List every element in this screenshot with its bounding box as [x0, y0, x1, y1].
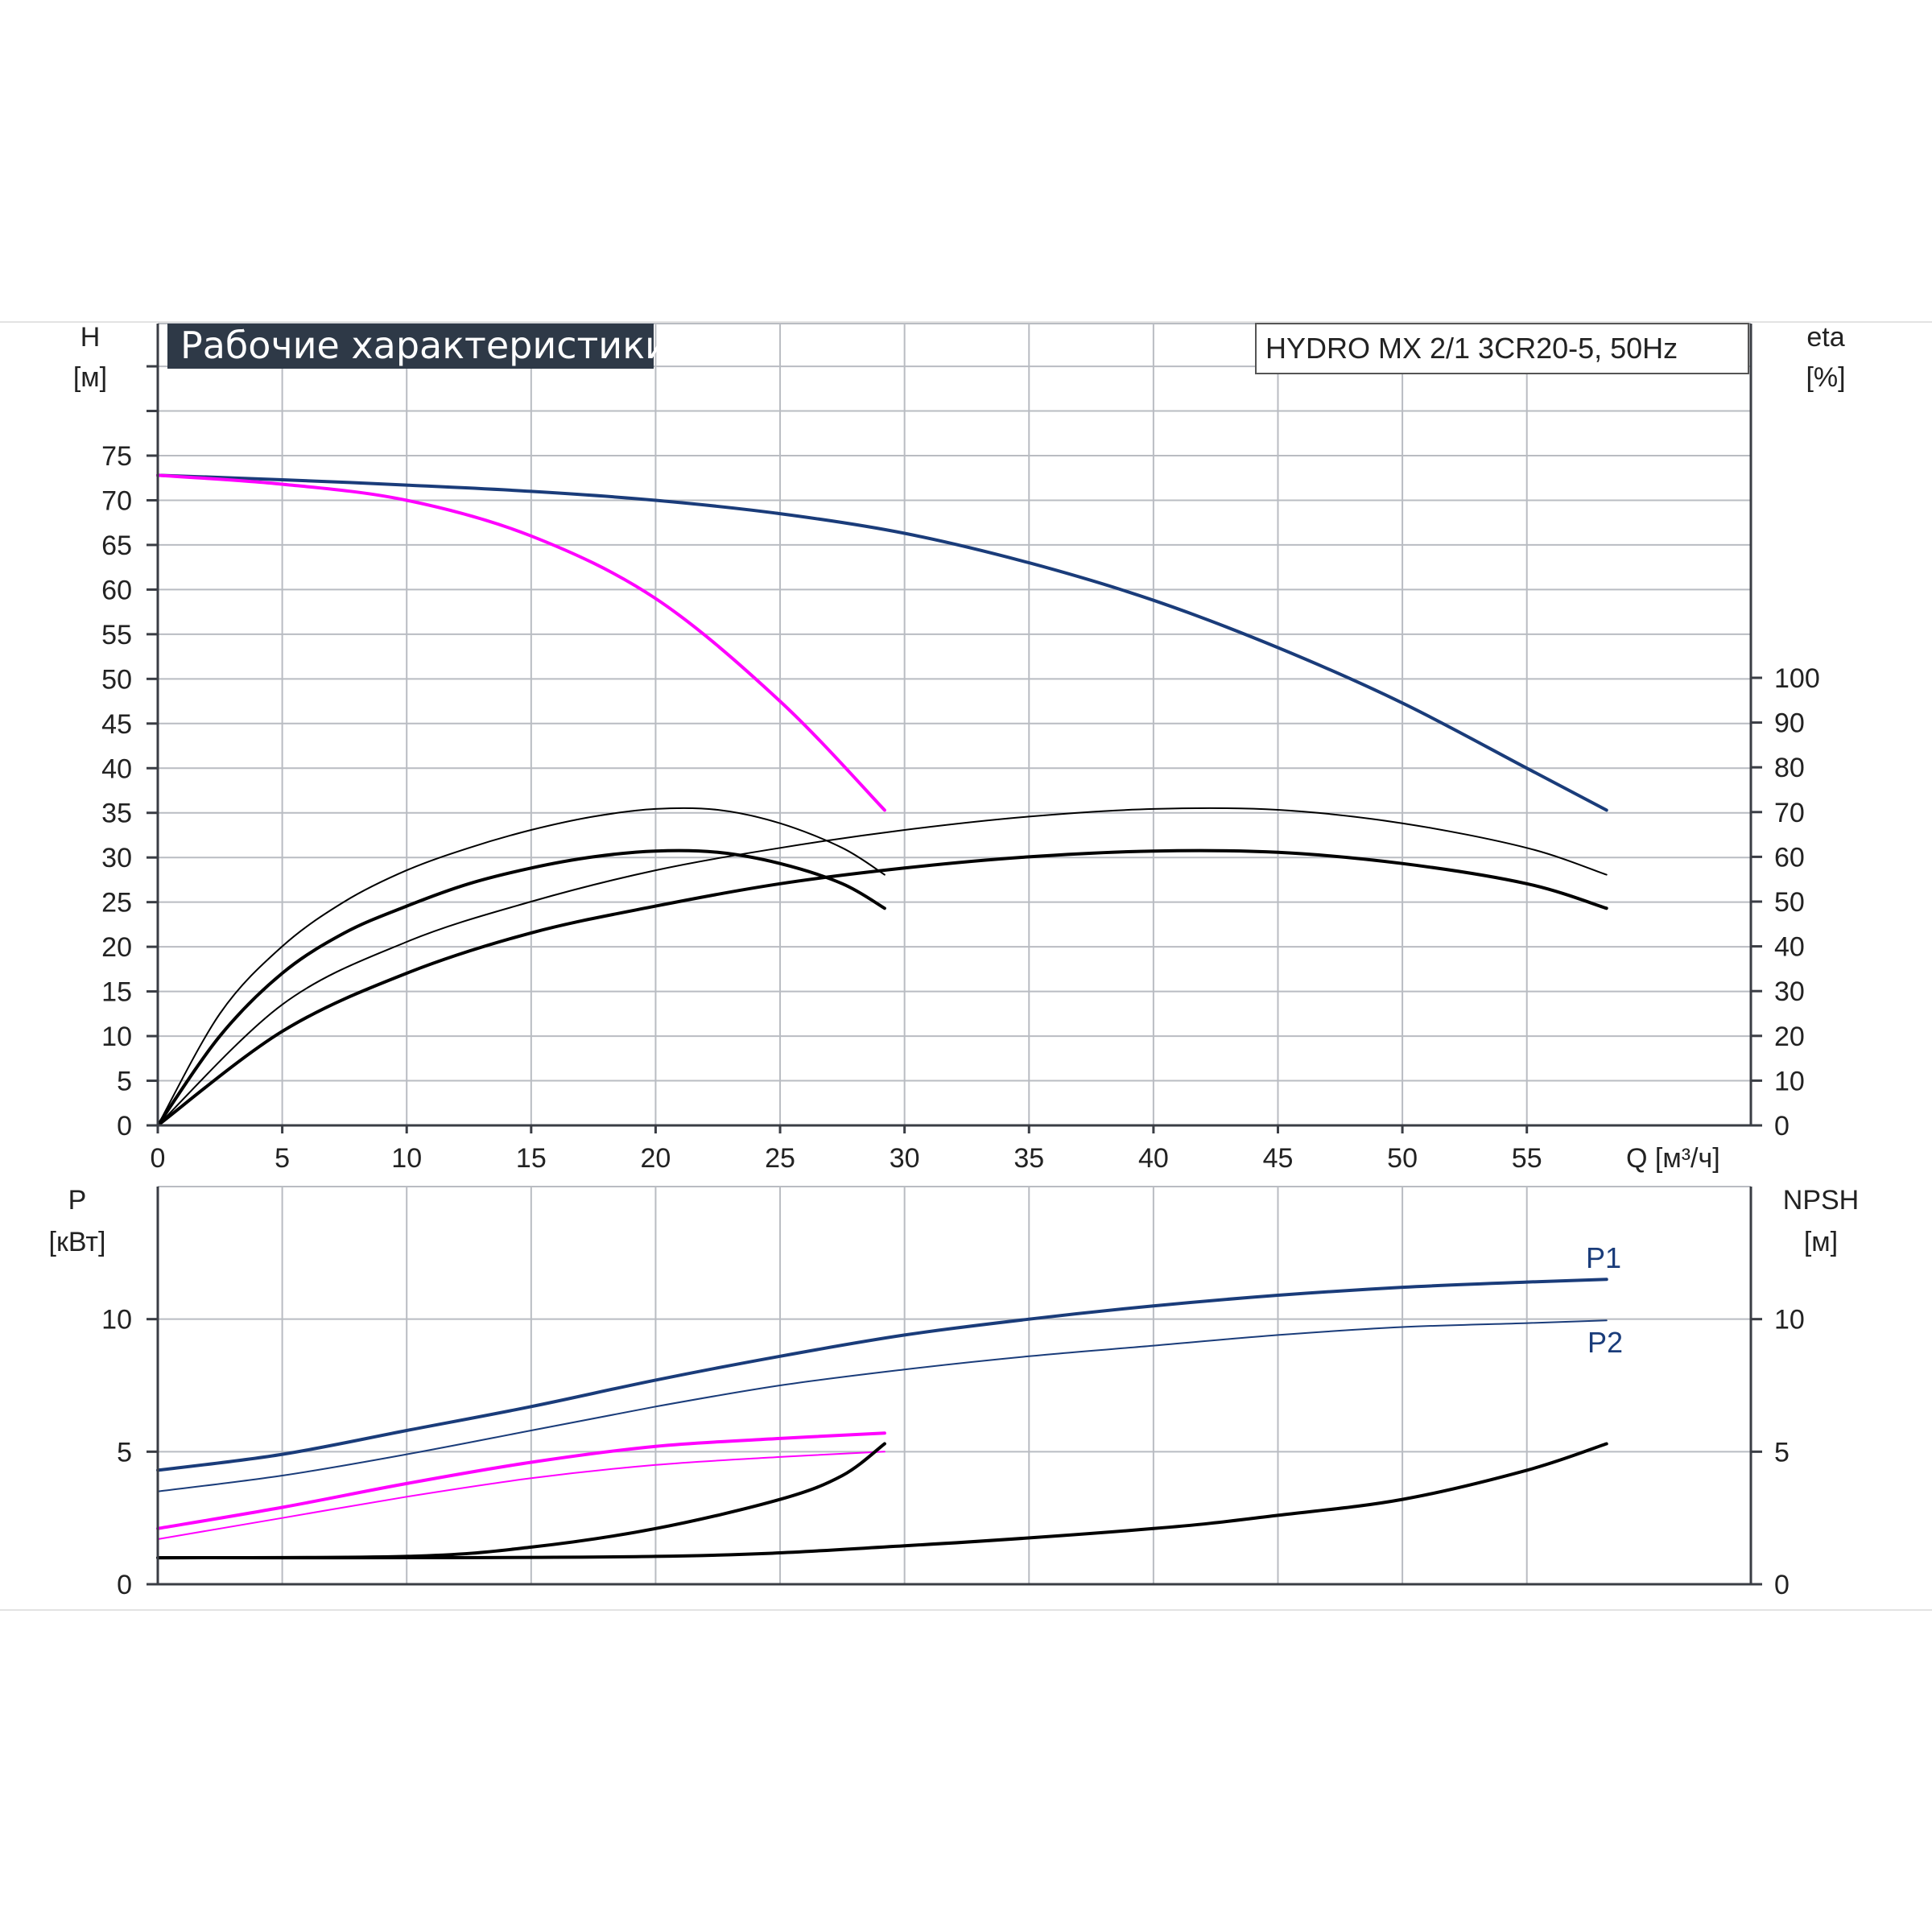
bottom-right-axis-label-unit: [м]	[1804, 1227, 1838, 1257]
x-tick-label: 0	[151, 1143, 166, 1174]
x-tick-label: 10	[391, 1143, 422, 1174]
top-right-tick-label: 0	[1774, 1111, 1790, 1141]
x-tick-label: 50	[1387, 1143, 1418, 1174]
bottom-series-line-3	[157, 1451, 886, 1540]
bottom-right-tick-label: 0	[1774, 1570, 1790, 1600]
x-tick-label: 55	[1512, 1143, 1542, 1174]
series-label-p1: P1	[1586, 1241, 1621, 1274]
top-right-tick-label: 20	[1774, 1022, 1805, 1052]
bottom-right-axis-label-name: NPSH	[1783, 1185, 1859, 1216]
top-right-tick-label: 80	[1774, 753, 1805, 783]
top-right-tick-label: 60	[1774, 842, 1805, 873]
bottom-series-line-5	[156, 1442, 1608, 1560]
x-tick-label: 15	[516, 1143, 547, 1174]
top-left-tick-label: 15	[101, 977, 132, 1008]
top-right-tick-label: 70	[1774, 798, 1805, 828]
top-left-tick-label: 60	[101, 575, 132, 605]
bottom-series-line-0	[156, 1278, 1608, 1472]
x-axis-label: Q [м³/ч]	[1626, 1143, 1720, 1174]
series-label-p2: P2	[1587, 1326, 1623, 1359]
x-tick-label: 45	[1263, 1143, 1294, 1174]
top-left-tick-label: 65	[101, 530, 132, 561]
top-left-tick-label: 40	[101, 753, 132, 784]
top-left-tick-label: 35	[101, 799, 132, 829]
model-box	[1255, 323, 1749, 374]
x-tick-label: 20	[641, 1143, 671, 1174]
top-series-line-4	[157, 807, 1608, 1126]
top-left-tick-label: 5	[117, 1067, 132, 1097]
chart-title-box	[167, 324, 654, 369]
top-left-tick-label: 0	[117, 1111, 132, 1141]
x-tick-label: 30	[890, 1143, 920, 1174]
top-right-tick-label: 100	[1774, 663, 1820, 694]
top-left-tick-label: 50	[101, 664, 132, 695]
top-left-tick-label: 45	[101, 709, 132, 740]
bottom-left-axis-label-unit: [кВт]	[49, 1227, 106, 1257]
top-right-tick-label: 10	[1774, 1066, 1805, 1096]
bottom-series-line-2	[156, 1431, 886, 1530]
x-tick-label: 40	[1138, 1143, 1169, 1174]
top-series-line-3	[156, 848, 886, 1127]
top-left-tick-label: 20	[101, 932, 132, 963]
series-layer	[156, 473, 1608, 1560]
top-right-axis-label-name: eta	[1806, 322, 1844, 353]
bottom-left-tick-label: 10	[101, 1305, 132, 1335]
x-tick-label: 35	[1013, 1143, 1044, 1174]
top-left-axis-label-name: H	[80, 322, 101, 353]
top-left-tick-label: 25	[101, 888, 132, 919]
top-right-tick-label: 30	[1774, 976, 1805, 1007]
grid-layer	[0, 321, 1932, 1611]
top-series-line-5	[156, 848, 1608, 1127]
chart-title: Рабочие характеристики	[180, 324, 669, 367]
top-left-tick-label: 10	[101, 1022, 132, 1052]
bottom-series-line-4	[156, 1442, 886, 1560]
text-layer: 0510152025303540455055606570750102030405…	[49, 322, 1860, 1600]
axis-layer	[147, 324, 1762, 1586]
model-label: HYDRO MX 2/1 3CR20-5, 50Hz	[1265, 332, 1678, 365]
bottom-left-tick-label: 0	[117, 1570, 132, 1600]
top-series-line-0	[156, 473, 1608, 812]
bottom-series-line-1	[157, 1319, 1608, 1492]
top-right-tick-label: 50	[1774, 887, 1805, 918]
top-left-tick-label: 70	[101, 485, 132, 516]
top-left-axis-label-unit: [м]	[73, 362, 107, 393]
x-tick-label: 25	[765, 1143, 795, 1174]
top-series-line-2	[157, 807, 886, 1126]
top-right-tick-label: 40	[1774, 932, 1805, 963]
top-left-tick-label: 55	[101, 620, 132, 650]
bottom-right-tick-label: 10	[1774, 1305, 1805, 1335]
top-left-tick-label: 75	[101, 441, 132, 472]
x-tick-label: 5	[275, 1143, 290, 1174]
top-series-line-1	[156, 473, 886, 812]
top-right-tick-label: 90	[1774, 708, 1805, 739]
top-left-tick-label: 30	[101, 843, 132, 873]
bottom-left-axis-label-name: P	[68, 1185, 87, 1216]
top-right-axis-label-unit: [%]	[1806, 362, 1845, 393]
bottom-left-tick-label: 5	[117, 1437, 132, 1468]
bottom-right-tick-label: 5	[1774, 1437, 1790, 1468]
